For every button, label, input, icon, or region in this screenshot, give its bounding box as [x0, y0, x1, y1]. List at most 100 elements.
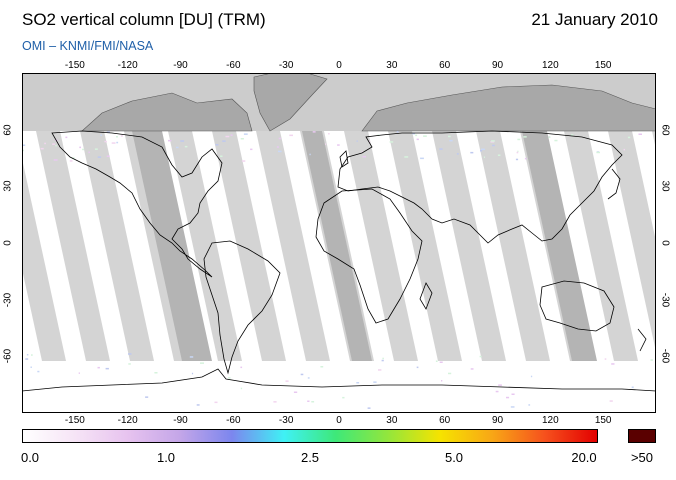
noise-speckle: [604, 358, 607, 360]
noise-speckle: [523, 136, 527, 138]
orbit-gap-stripe: [432, 131, 506, 361]
noise-speckle: [79, 146, 81, 149]
lat-tick-right: -60: [659, 349, 671, 364]
lat-tick-left: 0: [2, 240, 14, 246]
noise-speckle: [381, 359, 384, 362]
noise-speckle: [128, 363, 131, 365]
noise-speckle: [97, 366, 100, 369]
noise-speckle: [111, 142, 116, 144]
noise-speckle: [240, 366, 243, 369]
japan-coast: [607, 168, 621, 200]
orbit-gap-land-stripe: [522, 131, 597, 361]
noise-speckle: [175, 146, 179, 149]
noise-speckle: [456, 153, 459, 155]
noise-speckle: [26, 354, 29, 356]
noise-speckle: [368, 140, 371, 143]
axis-tick-top: -60: [226, 60, 241, 71]
madagascar-coast: [419, 282, 433, 310]
noise-speckle: [230, 134, 233, 136]
noise-speckle: [25, 358, 29, 360]
noise-speckle: [448, 135, 451, 138]
noise-speckle: [128, 353, 132, 355]
noise-speckle: [328, 133, 330, 135]
orbit-gap-stripe: [388, 131, 462, 361]
orbit-gap-stripe: [168, 131, 242, 361]
noise-speckle: [116, 136, 118, 138]
noise-speckle: [627, 136, 631, 139]
greenland-shape: [253, 73, 328, 132]
axis-tick-bottom: -30: [278, 415, 294, 426]
axis-tick-top: -150: [64, 60, 85, 71]
noise-speckle: [37, 370, 40, 373]
noise-speckle: [404, 156, 409, 158]
noise-speckle: [638, 133, 642, 135]
axis-tick-top: -120: [117, 60, 138, 71]
new-zealand-coast: [637, 328, 647, 352]
lat-tick-right: 30: [659, 180, 671, 192]
noise-speckle: [168, 139, 172, 142]
noise-speckle: [439, 148, 443, 150]
so2-world-map: [22, 73, 656, 413]
noise-speckle: [356, 382, 360, 384]
axis-tick-bottom: -60: [226, 415, 241, 426]
orbit-gap-stripe: [212, 131, 286, 361]
orbit-gap-land-stripe: [132, 131, 212, 361]
noise-speckle: [596, 151, 600, 154]
lat-tick-right: 60: [659, 124, 671, 136]
noise-speckle: [44, 142, 46, 145]
axis-tick-bottom: -150: [64, 415, 85, 426]
canada-arctic-shape: [81, 92, 253, 132]
noise-speckle: [53, 159, 58, 161]
colorbar-overflow-label: >50: [630, 450, 654, 465]
noise-speckle: [510, 406, 515, 408]
colorbar-label: 2.5: [300, 450, 320, 465]
orbit-gap-land-stripe: [302, 131, 372, 361]
lat-tick-left: -30: [2, 292, 14, 307]
noise-speckle: [337, 144, 340, 146]
noise-speckle: [320, 366, 324, 368]
noise-speckle: [389, 141, 394, 143]
noise-speckle: [215, 144, 219, 146]
noise-speckle: [423, 135, 427, 137]
noise-speckle: [196, 404, 200, 406]
noise-speckle: [55, 144, 57, 147]
noise-speckle: [65, 136, 68, 139]
noise-speckle: [240, 387, 243, 390]
orbit-gap-stripe: [256, 131, 330, 361]
noise-speckle: [289, 134, 293, 137]
noise-speckle: [511, 393, 515, 395]
noise-speckle: [650, 359, 653, 361]
axis-tick-top: 30: [386, 60, 398, 71]
noise-speckle: [225, 135, 230, 138]
noise-speckle: [222, 140, 226, 142]
noise-speckle: [516, 151, 519, 154]
noise-speckle: [415, 134, 418, 137]
noise-speckle: [449, 139, 453, 142]
noise-speckle: [631, 386, 634, 388]
noise-speckle: [448, 372, 452, 375]
orbit-gap-stripe: [564, 131, 638, 361]
noise-speckle: [88, 151, 90, 154]
axis-tick-bottom: 60: [439, 415, 451, 426]
antarctica-coast: [22, 368, 656, 392]
noise-speckle: [180, 140, 185, 142]
noise-speckle: [382, 357, 384, 360]
noise-speckle: [220, 155, 223, 157]
map-title: SO2 vertical column [DU] (TRM): [22, 10, 266, 29]
axis-tick-bottom: 30: [386, 415, 398, 426]
noise-speckle: [82, 148, 85, 151]
axis-tick-bottom: 0: [336, 415, 342, 426]
africa-coast: [315, 188, 423, 324]
noise-speckle: [435, 360, 438, 362]
uk-coast: [339, 150, 349, 168]
colorbar-overflow-swatch: [628, 429, 656, 443]
colorbar-label: 5.0: [444, 450, 464, 465]
noise-speckle: [71, 157, 75, 159]
land-polar: [81, 73, 656, 132]
orbit-gap-stripes: [22, 131, 656, 361]
noise-speckle: [470, 368, 474, 370]
noise-speckle: [69, 160, 73, 162]
noise-speckle: [481, 148, 485, 151]
noise-speckle: [120, 135, 123, 137]
noise-speckle: [94, 148, 98, 150]
